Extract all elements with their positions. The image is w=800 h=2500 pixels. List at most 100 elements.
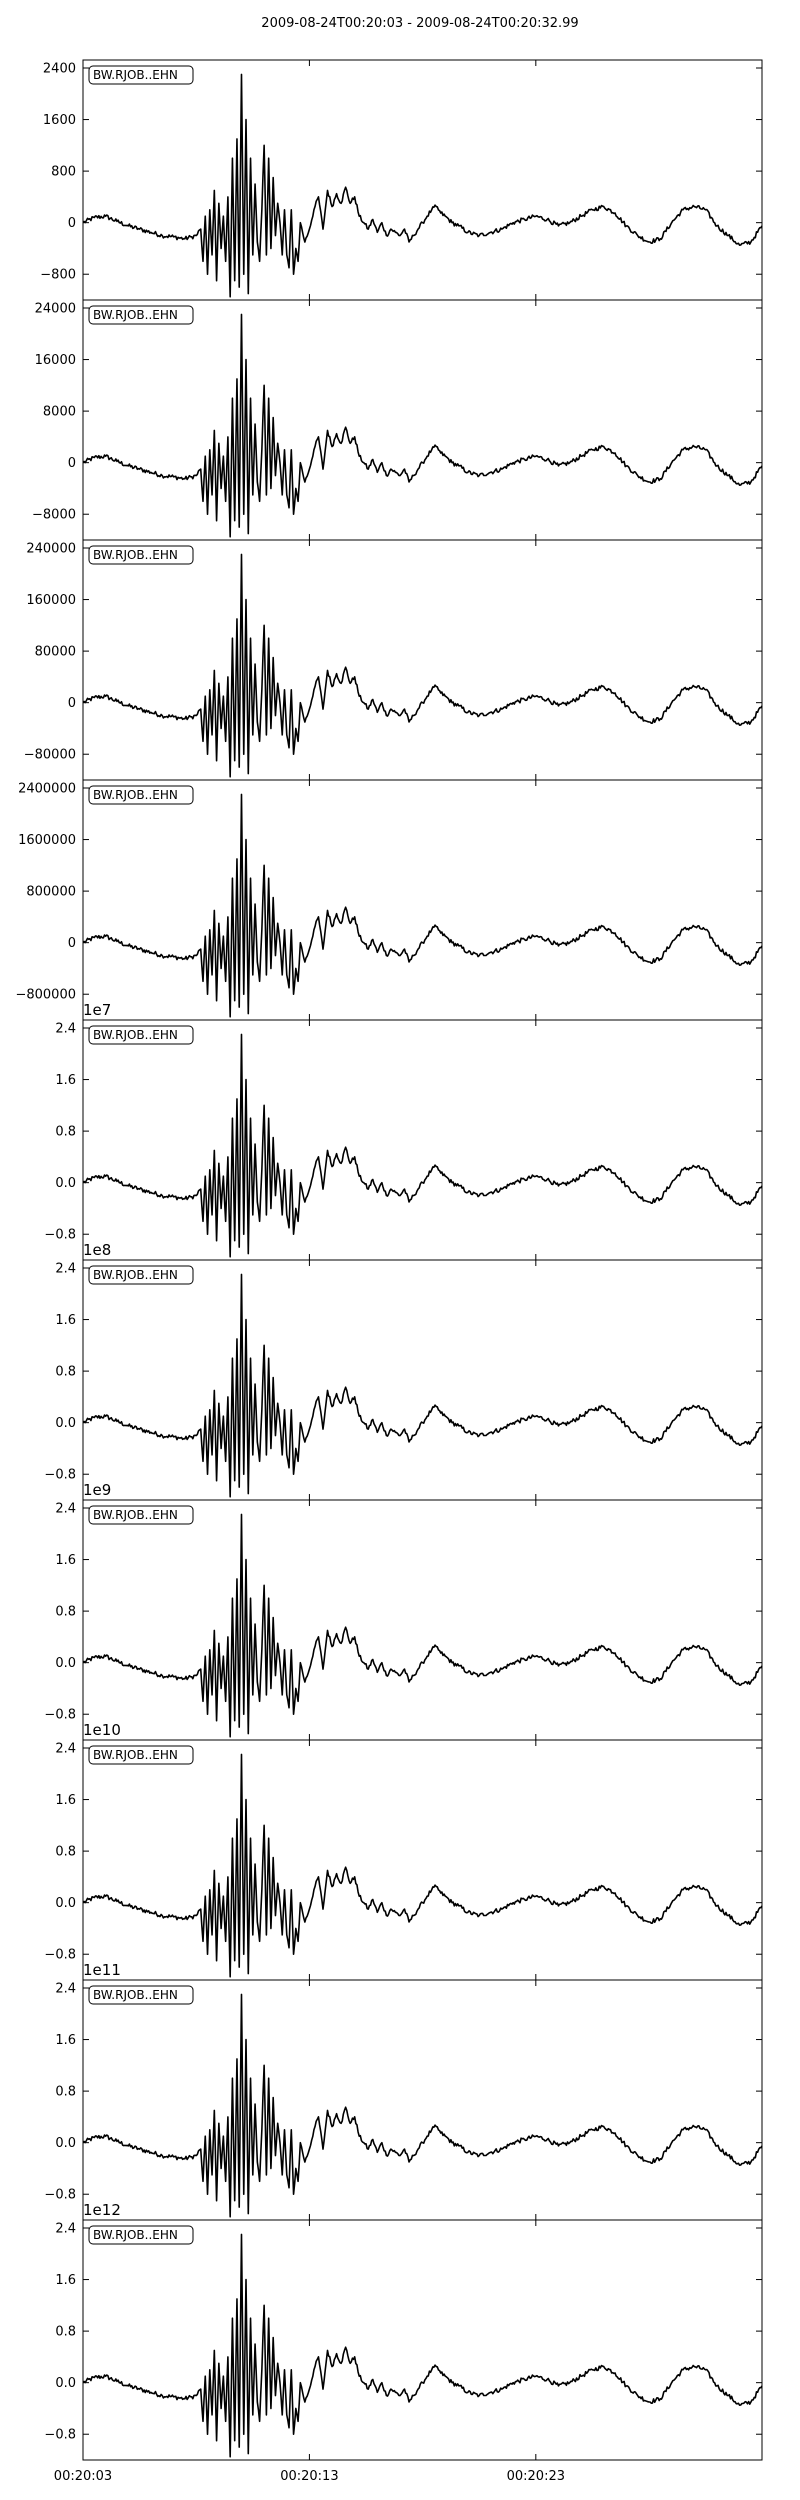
y-tick-label: −0.8: [44, 1468, 76, 1483]
y-tick-label: 0.0: [55, 2136, 76, 2151]
panel-5: 2.4 1.6 0.8 0.0 −0.8 1e7 BW.RJOB..EHN: [44, 1001, 763, 1261]
y-tick-label: −0.8: [44, 2428, 76, 2443]
trace-label: BW.RJOB..EHN: [93, 788, 178, 802]
trace-label-box: BW.RJOB..EHN: [88, 1745, 194, 1765]
y-tick-label: −0.8: [44, 1948, 76, 1963]
trace-label-frame: [88, 785, 194, 805]
trace-label-frame: [88, 1025, 194, 1045]
panel-frame: [82, 1259, 763, 1501]
y-tick-label: 240000: [26, 542, 76, 557]
y-tick-label: 2.4: [55, 1502, 76, 1517]
y-tick-label: 0.0: [55, 1656, 76, 1671]
trace-label-frame: [88, 1985, 194, 2005]
axis-exponent-label: 1e9: [83, 1481, 111, 1499]
y-tick-label: −800: [40, 268, 76, 283]
y-tick-label: 1.6: [55, 1553, 76, 1568]
axis-exponent-label: 1e7: [83, 1001, 111, 1019]
y-tick-label: 1600: [43, 113, 76, 128]
trace-label-frame: [88, 65, 194, 85]
trace-label: BW.RJOB..EHN: [93, 308, 178, 322]
y-tick-label: 160000: [26, 593, 76, 608]
figure-title: 2009-08-24T00:20:03 - 2009-08-24T00:20:3…: [261, 16, 578, 31]
panel-9: 2.4 1.6 0.8 0.0 −0.8 1e11 BW.RJOB..EHN: [44, 1961, 763, 2221]
y-tick-label: 0.0: [55, 2376, 76, 2391]
y-tick-label: −80000: [24, 748, 76, 763]
panel-frame: [82, 299, 763, 541]
y-tick-label: 0: [68, 696, 76, 711]
panel-frame: [82, 1019, 763, 1261]
axis-exponent-label: 1e11: [83, 1961, 121, 1979]
trace-label-frame: [88, 1505, 194, 1525]
panel-frame: [82, 539, 763, 781]
y-tick-label: 0.0: [55, 1416, 76, 1431]
trace-label-frame: [88, 1745, 194, 1765]
x-tick-label: 00:20:13: [280, 2469, 338, 2484]
y-tick-label: 80000: [35, 645, 76, 660]
y-tick-label: 0: [68, 936, 76, 951]
trace-label: BW.RJOB..EHN: [93, 548, 178, 562]
y-tick-label: 24000: [35, 302, 76, 317]
waveform-trace: [82, 1273, 763, 1498]
panel-6: 2.4 1.6 0.8 0.0 −0.8 1e8 BW.RJOB..EHN: [44, 1241, 763, 1501]
waveform-trace: [82, 1513, 763, 1738]
trace-label: BW.RJOB..EHN: [93, 68, 178, 82]
y-tick-label: −800000: [15, 988, 76, 1003]
trace-label-box: BW.RJOB..EHN: [88, 2225, 194, 2245]
y-tick-label: 0.8: [55, 1125, 76, 1140]
y-tick-label: 0: [68, 216, 76, 231]
panel-frame: [82, 2219, 763, 2461]
y-tick-label: −0.8: [44, 1708, 76, 1723]
trace-label: BW.RJOB..EHN: [93, 2228, 178, 2242]
waveform-trace: [82, 2233, 763, 2458]
trace-label: BW.RJOB..EHN: [93, 1748, 178, 1762]
trace-label: BW.RJOB..EHN: [93, 1508, 178, 1522]
panel-7: 2.4 1.6 0.8 0.0 −0.8 1e9 BW.RJOB..EHN: [44, 1481, 763, 1741]
trace-label-frame: [88, 545, 194, 565]
panel-3: 240000 160000 80000 0 −80000 BW.RJOB..EHN: [24, 539, 763, 781]
x-tick-label: 00:20:03: [54, 2469, 112, 2484]
axis-exponent-label: 1e8: [83, 1241, 111, 1259]
panel-1: 2400 1600 800 0 −800 BW.RJOB..EHN: [40, 59, 763, 301]
y-tick-label: 0: [68, 456, 76, 471]
panel-8: 2.4 1.6 0.8 0.0 −0.8 1e10 BW.RJOB..EHN: [44, 1721, 763, 1981]
trace-label-frame: [88, 1265, 194, 1285]
panel-frame: [82, 1739, 763, 1981]
y-tick-label: 16000: [35, 353, 76, 368]
y-tick-label: −0.8: [44, 2188, 76, 2203]
waveform-trace: [82, 1993, 763, 2218]
y-tick-label: 0.8: [55, 1605, 76, 1620]
waveform-trace: [82, 793, 763, 1018]
y-tick-label: 0.8: [55, 2085, 76, 2100]
panels-group: 240016008000−800BW.RJOB..EHN240001600080…: [15, 59, 763, 2484]
y-tick-label: 1.6: [55, 1073, 76, 1088]
y-tick-label: 0.0: [55, 1896, 76, 1911]
y-tick-label: 2.4: [55, 1262, 76, 1277]
y-tick-label: 2.4: [55, 2222, 76, 2237]
trace-label: BW.RJOB..EHN: [93, 1988, 178, 2002]
y-tick-label: 8000: [43, 405, 76, 420]
trace-label-box: BW.RJOB..EHN: [88, 545, 194, 565]
trace-label-box: BW.RJOB..EHN: [88, 65, 194, 85]
y-tick-label: −0.8: [44, 1228, 76, 1243]
y-tick-label: 2.4: [55, 1022, 76, 1037]
trace-label-box: BW.RJOB..EHN: [88, 1265, 194, 1285]
y-tick-label: 2.4: [55, 1742, 76, 1757]
trace-label-frame: [88, 2225, 194, 2245]
panel-frame: [82, 779, 763, 1021]
waveform-trace: [82, 313, 763, 538]
waveform-trace: [82, 1033, 763, 1258]
y-tick-label: 800: [51, 165, 76, 180]
panel-frame: [82, 59, 763, 301]
waveform-trace: [82, 1753, 763, 1978]
waveform-trace: [82, 553, 763, 778]
y-tick-label: 2.4: [55, 1982, 76, 1997]
panel-4: 2400000 1600000 800000 0 −800000 BW.RJOB..EHN: [15, 779, 763, 1021]
trace-label-box: BW.RJOB..EHN: [88, 1985, 194, 2005]
trace-label: BW.RJOB..EHN: [93, 1028, 178, 1042]
trace-label-box: BW.RJOB..EHN: [88, 1025, 194, 1045]
y-tick-label: 2400: [43, 62, 76, 77]
trace-label-box: BW.RJOB..EHN: [88, 1505, 194, 1525]
y-tick-label: 2400000: [18, 782, 76, 797]
waveform-trace: [82, 73, 763, 298]
